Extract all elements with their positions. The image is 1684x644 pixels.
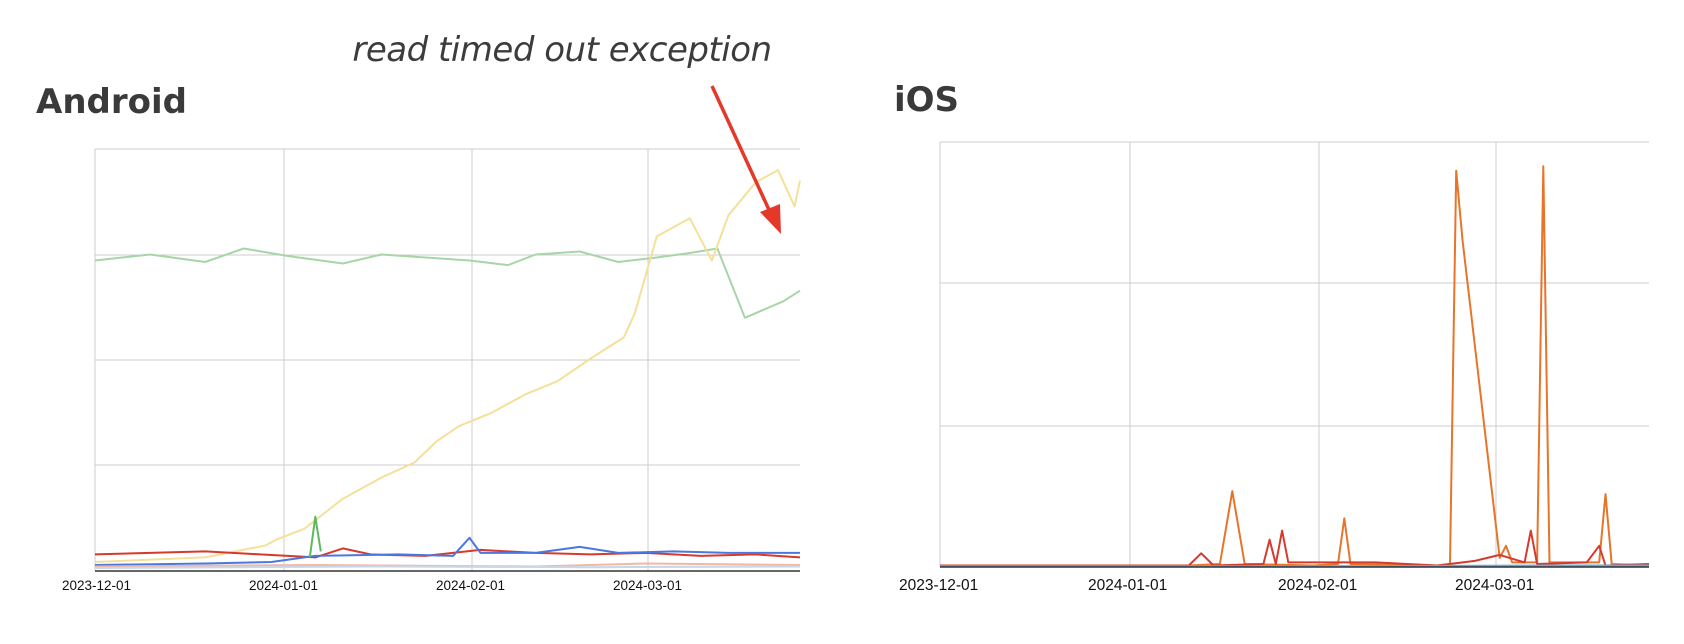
android-series-line [94, 169, 801, 563]
ios-x-tick-label: 2024-02-01 [1278, 577, 1357, 594]
ios-series-line [940, 564, 1649, 568]
annotation-arrow-head [760, 204, 781, 234]
ios-series-line [940, 165, 1650, 567]
android-series-line [94, 247, 801, 319]
ios-x-tick-label: 2024-03-01 [1455, 577, 1534, 594]
android-series-line [94, 536, 800, 566]
ios-chart-title: iOS [894, 80, 960, 120]
android-x-tick-label: 2024-03-01 [613, 578, 682, 593]
ios-series-line [940, 529, 1650, 567]
ios-x-tick-label: 2024-01-01 [1088, 577, 1167, 594]
android-chart-title: Android [36, 82, 187, 122]
android-x-tick-label: 2023-12-01 [62, 578, 131, 593]
ios-x-tick-label: 2023-12-01 [899, 577, 978, 594]
android-series-line [94, 565, 801, 569]
android-x-tick-label: 2024-02-01 [436, 578, 505, 593]
android-series-line [308, 515, 322, 558]
annotation-arrow-shaft [710, 85, 772, 213]
android-x-tick-label: 2024-01-01 [249, 578, 318, 593]
annotation-text: read timed out exception [352, 30, 772, 70]
